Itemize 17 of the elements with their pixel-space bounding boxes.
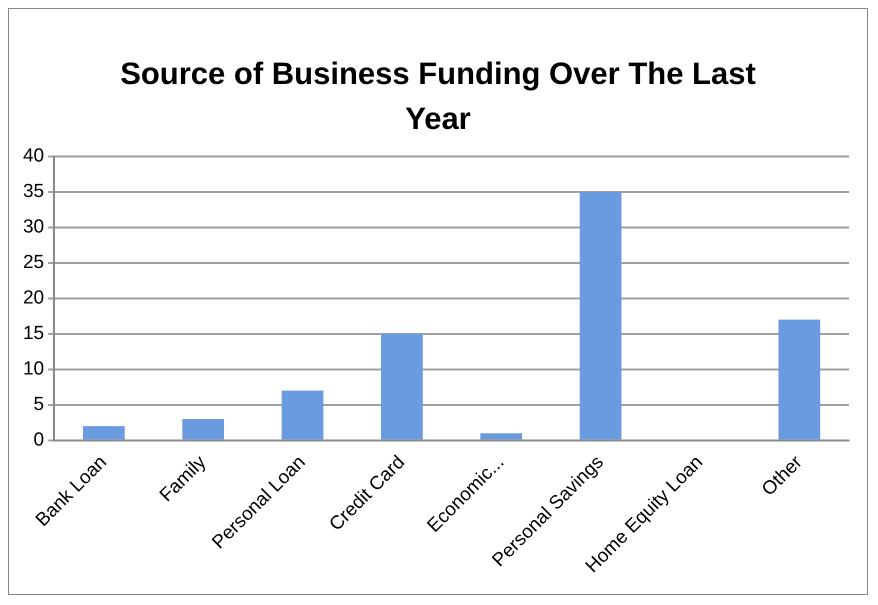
y-tick-label: 0	[34, 430, 44, 451]
bar	[778, 320, 820, 440]
y-tick-label: 10	[22, 358, 44, 380]
y-tick-label: 25	[22, 252, 44, 274]
bar	[580, 192, 622, 440]
y-tick-label: 35	[22, 181, 44, 202]
y-tick-label: 30	[22, 216, 44, 238]
chart-title: Source of Business Funding Over The Last Year	[119, 55, 757, 138]
y-tick-label: 40	[22, 146, 44, 167]
y-tick-label: 20	[22, 288, 44, 309]
bar	[82, 426, 125, 440]
y-tick-label: 15	[22, 323, 44, 344]
bar	[182, 419, 224, 440]
y-tick-label: 5	[34, 394, 44, 416]
bar	[282, 390, 324, 440]
bar	[381, 334, 423, 440]
bar	[480, 433, 522, 440]
